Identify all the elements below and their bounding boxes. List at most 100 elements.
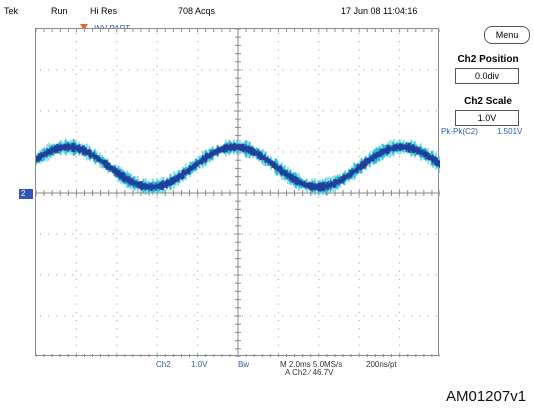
grid-dot — [156, 213, 158, 215]
grid-dot — [387, 110, 389, 112]
grid-dot — [306, 110, 308, 112]
grid-dot — [197, 336, 199, 338]
grid-dot — [209, 274, 211, 276]
grid-dot — [318, 197, 320, 198]
grid-dot — [399, 229, 401, 231]
channel-2-marker[interactable]: 2 — [19, 189, 33, 199]
grid-dot — [347, 69, 349, 71]
ch2-position-value[interactable]: 0.0div — [455, 68, 519, 84]
grid-dot — [298, 233, 300, 235]
grid-dot — [379, 274, 381, 276]
grid-dot — [379, 69, 381, 71]
grid-dot — [197, 229, 199, 231]
grid-dot — [80, 233, 82, 235]
grid-dot — [411, 315, 413, 317]
grid-dot — [318, 74, 320, 75]
grid-dot — [80, 69, 82, 71]
grid-dot — [217, 233, 219, 235]
grid-dot — [277, 57, 279, 59]
grid-dot — [201, 69, 203, 71]
grid-dot — [358, 279, 360, 280]
grid-dot — [104, 274, 106, 276]
grid-dot — [177, 233, 179, 235]
grid-dot — [395, 110, 397, 112]
grid-dot — [358, 123, 360, 125]
grid-dot — [358, 246, 360, 248]
grid-dot — [217, 110, 219, 112]
grid-dot — [399, 352, 401, 354]
timebase-readout: M 2.0ms 5.0MS/s — [280, 360, 343, 369]
grid-dot — [318, 287, 320, 289]
grid-dot — [75, 139, 77, 141]
grid-dot — [225, 69, 227, 71]
grid-dot — [358, 139, 360, 141]
grid-dot — [193, 69, 195, 71]
grid-dot — [399, 262, 401, 264]
grid-dot — [338, 110, 340, 112]
grid-dot — [277, 139, 279, 141]
grid-dot — [318, 131, 320, 133]
grid-dot — [197, 197, 199, 198]
grid-dot — [242, 69, 243, 71]
grid-dot — [64, 69, 66, 71]
grid-dot — [156, 90, 158, 92]
grid-dot — [120, 69, 122, 71]
grid-dot — [197, 82, 199, 84]
grid-dot — [56, 233, 58, 235]
grid-dot — [277, 82, 279, 84]
grid-dot — [116, 106, 118, 108]
grid-dot — [318, 90, 320, 92]
grid-dot — [306, 315, 308, 317]
grid-dot — [209, 69, 211, 71]
grid-dot — [358, 328, 360, 330]
grid-dot — [277, 229, 279, 231]
grid-dot — [156, 262, 158, 264]
grid-dot — [277, 238, 279, 239]
grid-dot — [197, 254, 199, 256]
grid-dot — [197, 221, 199, 223]
grid-dot — [355, 69, 357, 71]
grid-dot — [358, 229, 360, 231]
ch2-scale-value[interactable]: 1.0V — [455, 110, 519, 126]
grid-dot — [358, 352, 360, 354]
grid-dot — [197, 106, 199, 108]
grid-dot — [156, 57, 158, 59]
grid-dot — [96, 69, 98, 71]
grid-dot — [250, 233, 252, 235]
grid-dot — [427, 69, 429, 71]
grid-dot — [399, 164, 401, 166]
grid-dot — [153, 69, 155, 71]
grid-dot — [322, 69, 324, 71]
grid-dot — [419, 110, 421, 112]
grid-dot — [318, 221, 320, 223]
grid-dot — [116, 82, 118, 84]
grid-dot — [419, 315, 421, 317]
grid-dot — [277, 197, 279, 198]
grid-dot — [116, 115, 118, 116]
grid-dot — [136, 274, 138, 276]
grid-dot — [399, 98, 401, 100]
grid-dot — [403, 69, 405, 71]
menu-button[interactable]: Menu — [484, 26, 530, 44]
grid-dot — [104, 69, 106, 71]
grid-dot — [217, 315, 219, 317]
grid-dot — [72, 274, 74, 276]
grid-dot — [242, 274, 243, 276]
grid-dot — [290, 151, 292, 153]
grid-dot — [233, 233, 235, 235]
grid-dot — [338, 274, 340, 276]
grid-dot — [75, 229, 77, 231]
grid-dot — [435, 69, 437, 71]
grid-dot — [435, 274, 437, 276]
grid-dot — [395, 69, 397, 71]
grid-dot — [274, 315, 276, 317]
grid-dot — [387, 315, 389, 317]
grid-dot — [197, 123, 199, 125]
grid-dot — [177, 151, 179, 153]
grid-dot — [145, 110, 147, 112]
grid-dot — [314, 274, 316, 276]
grid-dot — [322, 274, 324, 276]
grid-dot — [75, 90, 77, 92]
grid-dot — [156, 352, 158, 354]
grid-dot — [399, 311, 401, 313]
